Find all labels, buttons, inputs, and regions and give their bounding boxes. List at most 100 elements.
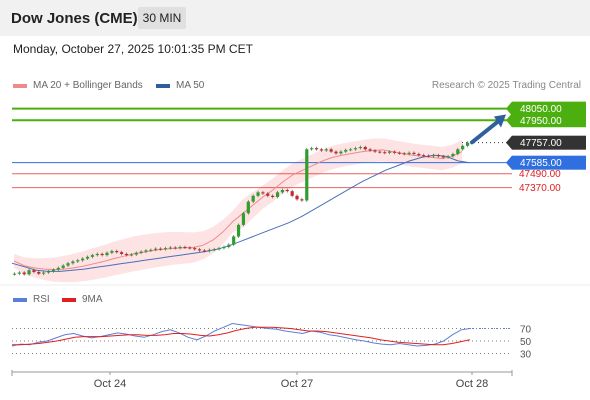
ma50-legend-label: MA 50	[176, 80, 205, 91]
candle-body	[402, 153, 406, 155]
candle-body	[290, 191, 294, 196]
candle-body	[431, 155, 436, 157]
candle-body	[349, 149, 353, 151]
candle-body	[32, 270, 36, 272]
candle-body	[90, 255, 94, 257]
moving-averages	[11, 149, 471, 272]
candle-body	[212, 249, 216, 251]
candle-body	[51, 269, 56, 272]
ma9-swatch	[62, 297, 76, 302]
level-label-pointer	[506, 155, 512, 170]
chart-header: Dow Jones (CME) 30 MIN	[0, 0, 590, 36]
rsi-line	[11, 322, 471, 347]
candle-body	[285, 190, 289, 192]
candle-body	[46, 271, 51, 273]
candle-body	[197, 249, 202, 251]
candle-body	[193, 248, 197, 250]
candle-body	[241, 213, 246, 225]
candle-body	[358, 146, 362, 149]
candle-body	[363, 146, 367, 150]
ma20-swatch	[13, 83, 27, 88]
instrument-title: Dow Jones (CME)	[11, 10, 138, 27]
candle-body	[37, 271, 41, 274]
candle-body	[12, 273, 17, 275]
level-label-pointer	[506, 101, 512, 116]
legend-ma20: MA 20 + Bollinger Bands	[13, 80, 143, 91]
ma50-line	[11, 154, 471, 272]
candle-body	[227, 244, 231, 247]
candle-body	[110, 251, 114, 253]
candle-body	[115, 251, 119, 253]
ma50-swatch	[156, 83, 170, 88]
candle-body	[178, 246, 182, 249]
candle-body	[168, 247, 172, 249]
rsi-legend-label: RSI	[33, 294, 50, 305]
candle-body	[163, 248, 168, 250]
candle-body	[232, 236, 236, 245]
candle-body	[305, 149, 309, 201]
candle-body	[344, 149, 348, 152]
candle-body	[129, 254, 133, 256]
candle-body	[42, 272, 46, 274]
bollinger-bands	[14, 138, 462, 283]
level-label-bg	[512, 135, 586, 150]
candle-body	[222, 246, 226, 249]
candle-body	[314, 148, 319, 150]
rsi-level-label: 30	[520, 350, 532, 361]
candle-body	[426, 155, 431, 157]
rsi-level-label: 50	[520, 337, 532, 348]
candle-body	[407, 152, 411, 154]
candle-body	[61, 265, 65, 268]
candle-body	[144, 250, 148, 252]
candle-body	[81, 258, 85, 261]
level-label-bg	[512, 113, 586, 128]
ma20-legend-label: MA 20 + Bollinger Bands	[33, 80, 143, 91]
bollinger-band-fill	[14, 138, 462, 283]
timeframe-badge[interactable]: 30 MIN	[138, 7, 186, 29]
ma20-line	[13, 149, 463, 271]
candle-body	[134, 252, 138, 255]
rsi-ma-line	[12, 326, 471, 346]
candle-body	[56, 267, 60, 270]
research-credit: Research © 2025 Trading Central	[431, 80, 581, 91]
candle-body	[246, 201, 250, 214]
candle-body	[188, 247, 192, 249]
candle-body	[329, 149, 333, 152]
candle-body	[280, 190, 285, 193]
candle-body	[124, 253, 129, 256]
candles	[12, 141, 470, 276]
level-label-bg	[512, 155, 586, 170]
candle-body	[120, 252, 124, 254]
candle-body	[412, 152, 416, 154]
level-label-text: 47757.00	[520, 138, 562, 149]
arrow-head	[494, 114, 506, 128]
candle-body	[271, 195, 275, 197]
candle-body	[422, 155, 426, 157]
level-label-text: 48050.00	[520, 104, 562, 115]
candle-body	[173, 247, 177, 249]
candle-body	[66, 263, 70, 266]
candle-body	[159, 248, 163, 250]
candle-body	[353, 148, 358, 150]
candle-body	[436, 155, 440, 157]
candle-body	[373, 150, 377, 152]
candle-body	[295, 195, 299, 200]
candle-body	[310, 148, 314, 150]
candle-body	[22, 272, 26, 275]
candle-body	[319, 149, 323, 151]
price-levels	[12, 107, 512, 189]
candle-body	[202, 250, 207, 252]
candle-body	[261, 192, 265, 194]
candle-body	[388, 151, 392, 153]
candle-body	[446, 156, 450, 158]
candle-body	[76, 260, 80, 262]
candle-body	[324, 149, 328, 151]
candle-body	[149, 249, 153, 251]
candle-body	[85, 256, 90, 259]
candle-body	[71, 261, 75, 264]
candle-body	[300, 199, 304, 201]
candle-body	[236, 224, 241, 237]
candle-body	[27, 270, 31, 275]
